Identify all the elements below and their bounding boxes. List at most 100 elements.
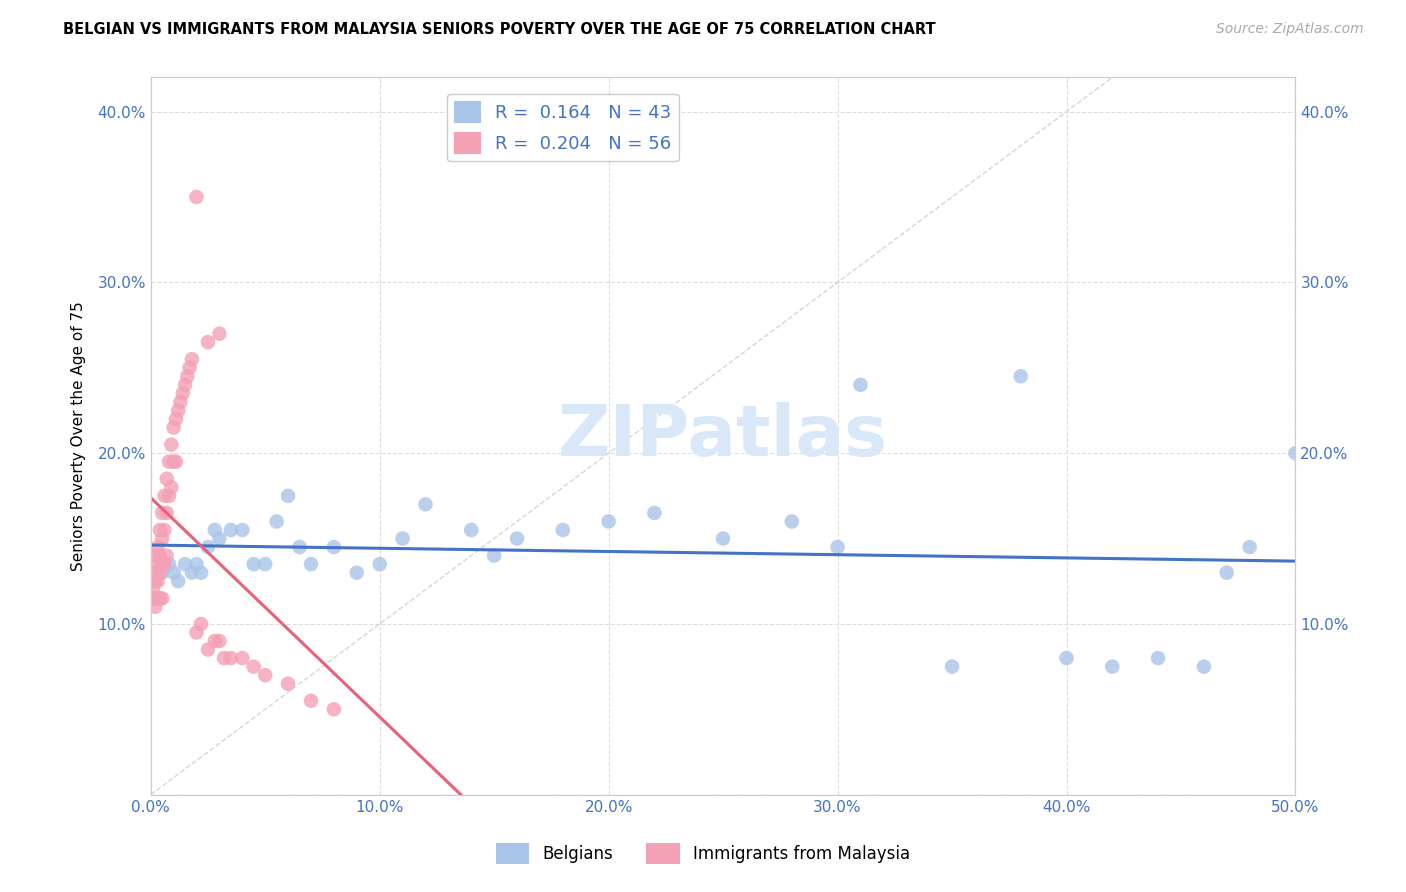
Point <box>157 557 180 571</box>
Point <box>176 369 198 384</box>
Point <box>827 540 849 554</box>
Point <box>254 557 277 571</box>
Point <box>149 523 172 537</box>
Point <box>181 566 204 580</box>
Point <box>1101 659 1123 673</box>
Point <box>204 523 226 537</box>
Point <box>277 676 299 690</box>
Text: BELGIAN VS IMMIGRANTS FROM MALAYSIA SENIORS POVERTY OVER THE AGE OF 75 CORRELATI: BELGIAN VS IMMIGRANTS FROM MALAYSIA SENI… <box>63 22 936 37</box>
Point <box>179 360 201 375</box>
Point <box>157 489 180 503</box>
Point <box>160 437 183 451</box>
Point <box>551 523 574 537</box>
Point <box>174 557 197 571</box>
Point <box>197 335 219 350</box>
Point <box>156 549 179 563</box>
Point <box>242 557 264 571</box>
Point <box>231 523 253 537</box>
Point <box>146 574 169 589</box>
Point <box>186 625 208 640</box>
Point <box>460 523 482 537</box>
Point <box>1010 369 1032 384</box>
Point <box>160 480 183 494</box>
Point <box>277 489 299 503</box>
Point <box>711 532 734 546</box>
Point <box>212 651 235 665</box>
Point <box>150 591 173 606</box>
Point <box>146 591 169 606</box>
Point <box>391 532 413 546</box>
Point <box>172 386 194 401</box>
Point <box>157 455 180 469</box>
Point <box>162 420 184 434</box>
Point <box>204 634 226 648</box>
Point <box>143 591 166 606</box>
Point <box>143 599 166 614</box>
Point <box>190 566 212 580</box>
Point <box>288 540 311 554</box>
Legend: Belgians, Immigrants from Malaysia: Belgians, Immigrants from Malaysia <box>489 837 917 871</box>
Point <box>368 557 391 571</box>
Point <box>174 377 197 392</box>
Point <box>941 659 963 673</box>
Point <box>165 412 187 426</box>
Point <box>149 591 172 606</box>
Point <box>167 574 190 589</box>
Point <box>1284 446 1306 460</box>
Point <box>156 506 179 520</box>
Point <box>242 659 264 673</box>
Point <box>643 506 665 520</box>
Point <box>849 377 872 392</box>
Point <box>143 549 166 563</box>
Point <box>219 651 242 665</box>
Point <box>142 591 165 606</box>
Point <box>346 566 368 580</box>
Point <box>146 540 169 554</box>
Point <box>299 557 322 571</box>
Point <box>149 549 172 563</box>
Point <box>254 668 277 682</box>
Point <box>150 557 173 571</box>
Point <box>197 642 219 657</box>
Point <box>322 702 344 716</box>
Point <box>146 557 169 571</box>
Point <box>143 574 166 589</box>
Point <box>208 532 231 546</box>
Point <box>150 532 173 546</box>
Point <box>150 566 173 580</box>
Point <box>142 566 165 580</box>
Point <box>1056 651 1078 665</box>
Point <box>322 540 344 554</box>
Point <box>156 472 179 486</box>
Point <box>415 497 437 511</box>
Point <box>165 455 187 469</box>
Point <box>150 506 173 520</box>
Legend: R =  0.164   N = 43, R =  0.204   N = 56: R = 0.164 N = 43, R = 0.204 N = 56 <box>447 94 679 161</box>
Point <box>482 549 505 563</box>
Point <box>153 523 176 537</box>
Point <box>1192 659 1215 673</box>
Point <box>190 616 212 631</box>
Point <box>219 523 242 537</box>
Point <box>506 532 529 546</box>
Text: ZIPatlas: ZIPatlas <box>558 401 889 471</box>
Point <box>181 352 204 367</box>
Point <box>208 634 231 648</box>
Point <box>186 190 208 204</box>
Point <box>169 395 191 409</box>
Point <box>162 566 184 580</box>
Point <box>1216 566 1239 580</box>
Y-axis label: Seniors Poverty Over the Age of 75: Seniors Poverty Over the Age of 75 <box>72 301 86 571</box>
Point <box>231 651 253 665</box>
Point <box>162 455 184 469</box>
Text: Source: ZipAtlas.com: Source: ZipAtlas.com <box>1216 22 1364 37</box>
Point <box>167 403 190 417</box>
Point <box>153 557 176 571</box>
Point <box>208 326 231 341</box>
Point <box>299 694 322 708</box>
Point <box>1239 540 1261 554</box>
Point <box>142 582 165 597</box>
Point <box>598 515 620 529</box>
Point <box>266 515 288 529</box>
Point <box>780 515 803 529</box>
